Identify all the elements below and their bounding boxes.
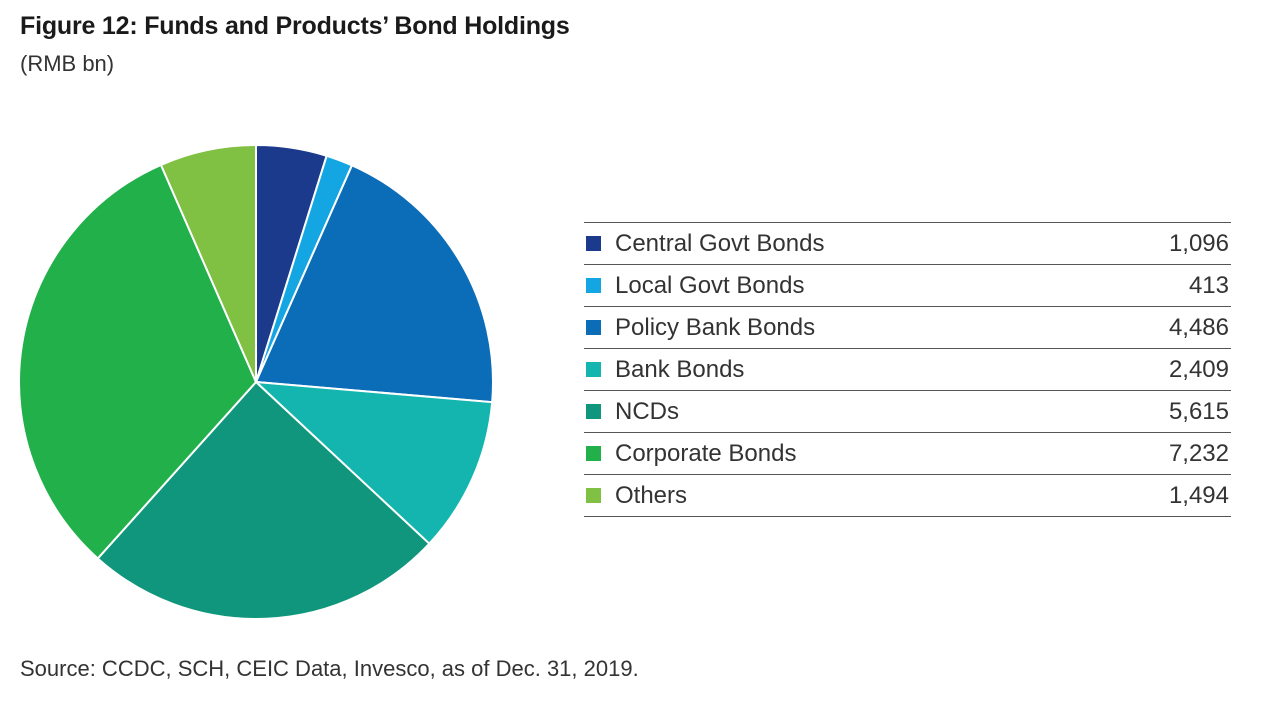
source-note: Source: CCDC, SCH, CEIC Data, Invesco, a… xyxy=(20,656,639,681)
legend-label: Bank Bonds xyxy=(615,355,745,383)
legend-value: 7,232 xyxy=(1168,439,1229,467)
legend-label: Local Govt Bonds xyxy=(615,271,805,299)
chart-unit-label: (RMB bn) xyxy=(20,51,115,76)
legend-value: 1,096 xyxy=(1168,229,1229,257)
pie-slice-others xyxy=(159,143,257,383)
chart-title: Figure 12: Funds and Products’ Bond Hold… xyxy=(20,12,570,40)
legend-value: 1,494 xyxy=(1168,481,1229,509)
legend-value: 4,486 xyxy=(1168,313,1229,341)
legend-label: NCDs xyxy=(615,397,679,425)
legend-value: 2,409 xyxy=(1168,355,1229,383)
legend-row: Local Govt Bonds 413 xyxy=(584,265,1231,307)
legend-swatch xyxy=(586,446,601,461)
legend-label: Others xyxy=(615,481,688,509)
legend-swatch xyxy=(586,404,601,419)
legend-row: Central Govt Bonds 1,096 xyxy=(584,223,1231,265)
legend-label: Central Govt Bonds xyxy=(615,229,825,257)
legend-swatch xyxy=(586,362,601,377)
legend-table: Central Govt Bonds 1,096 Local Govt Bonds 4… xyxy=(584,222,1231,517)
legend-swatch xyxy=(586,488,601,503)
legend-label: Policy Bank Bonds xyxy=(615,313,816,341)
legend-swatch xyxy=(586,320,601,335)
legend-row: Policy Bank Bonds 4,486 xyxy=(584,307,1231,349)
legend-label: Corporate Bonds xyxy=(615,439,797,467)
legend-value: 413 xyxy=(1188,271,1229,299)
pie-slice-ncds xyxy=(96,380,431,620)
pie-slice-bank-bonds xyxy=(253,380,494,546)
legend-row: Bank Bonds 2,409 xyxy=(584,349,1231,391)
legend-row: Others 1,494 xyxy=(584,475,1231,517)
legend-row: NCDs 5,615 xyxy=(584,391,1231,433)
legend-value: 5,615 xyxy=(1168,397,1229,425)
pie-slice-policy-bank-bonds xyxy=(254,163,494,404)
legend-row: Corporate Bonds 7,232 xyxy=(584,433,1231,475)
pie-slice-corporate-bonds xyxy=(18,163,258,560)
legend-swatch xyxy=(586,236,601,251)
legend-swatch xyxy=(586,278,601,293)
